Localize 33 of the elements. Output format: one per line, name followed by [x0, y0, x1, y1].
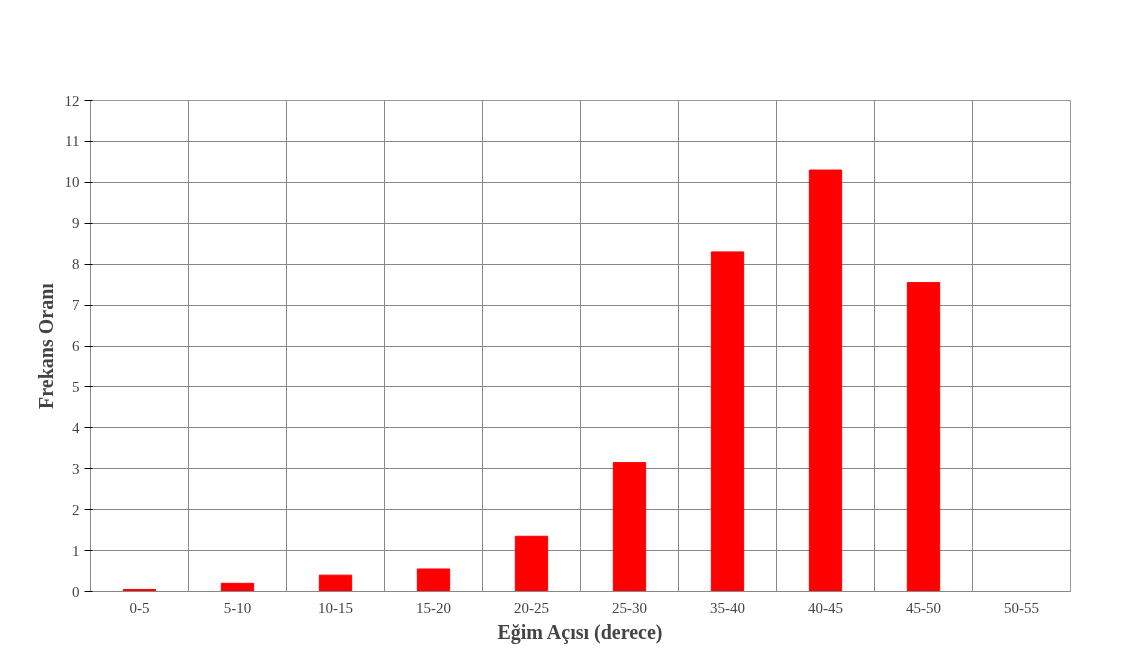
bar [416, 568, 451, 592]
y-tick-label: 9 [72, 215, 80, 232]
x-tick-label: 5-10 [223, 599, 252, 616]
bar [710, 251, 745, 592]
x-tick-label: 15-20 [416, 599, 451, 616]
y-tick-label: 8 [72, 256, 80, 273]
bar [612, 462, 647, 592]
bar [808, 169, 843, 592]
x-tick-label: 50-55 [1004, 599, 1039, 616]
x-axis-title: Eğim Açısı (derece) [497, 620, 663, 644]
bar [906, 282, 941, 592]
y-tick-label: 1 [72, 542, 80, 559]
bar [318, 574, 353, 592]
bar [514, 535, 549, 592]
x-tick-label: 10-15 [318, 599, 353, 616]
y-tick-label: 12 [64, 92, 80, 109]
x-tick-label: 25-30 [612, 599, 647, 616]
y-tick-label: 3 [72, 460, 80, 477]
y-tick-label: 10 [64, 174, 80, 191]
y-tick-label: 4 [72, 419, 80, 436]
y-axis-title: Frekans Oranı [34, 282, 57, 409]
y-tick-label: 7 [72, 297, 80, 314]
x-tick-label: 0-5 [129, 599, 150, 616]
y-tick-label: 2 [72, 501, 80, 518]
bar [220, 582, 255, 592]
y-tick-label: 5 [72, 378, 80, 395]
x-tick-label: 40-45 [808, 599, 843, 616]
x-tick-label: 35-40 [710, 599, 745, 616]
y-tick-label: 11 [65, 133, 80, 150]
x-tick-label: 20-25 [514, 599, 549, 616]
x-tick-label: 45-50 [906, 599, 941, 616]
y-tick-label: 0 [72, 583, 80, 600]
y-tick-label: 6 [72, 338, 80, 354]
